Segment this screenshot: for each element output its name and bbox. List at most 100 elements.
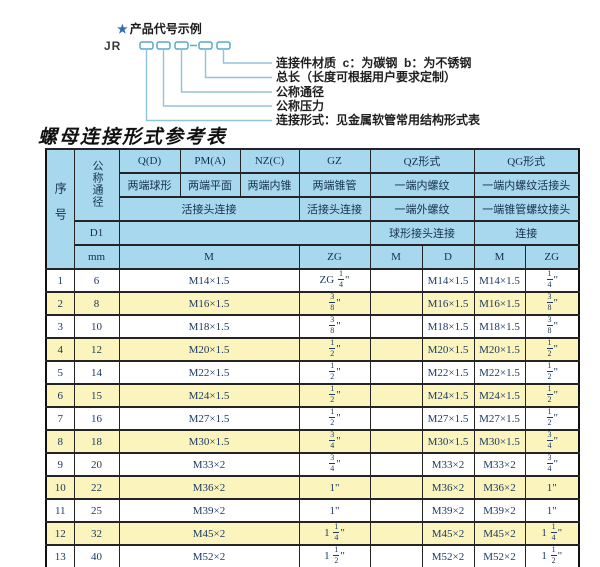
cell-m: M52×2 (118, 544, 300, 567)
header-sub-qz-m: M (369, 244, 423, 270)
cell-dn-mm: 15 (73, 383, 120, 408)
cell-m: M20×1.5 (118, 337, 300, 362)
leader-lines (145, 49, 272, 122)
cell-dn-mm: 10 (73, 314, 120, 339)
cell-qg-m: M18×1.5 (473, 314, 526, 339)
cell-dn-mm: 6 (73, 268, 120, 293)
cell-m: M24×1.5 (118, 383, 300, 408)
table-title: 螺母连接形式参考表 (38, 126, 228, 148)
cell-seq: 10 (45, 475, 75, 500)
header-row-2: 两端球形 两端平面 两端内锥 两端锥管 一端内螺纹 一端内螺纹活接头 (46, 172, 580, 198)
table-row: 2 8 M16×1.5 3 8 " M16×1.5 M16×1.5 3 8 " (45, 291, 580, 316)
cell-qg-zg: 1 2 " (524, 337, 580, 362)
cell-seq: 4 (45, 337, 75, 362)
cell-qz-m (369, 475, 423, 500)
cell-qz-m (369, 268, 423, 293)
cell-qz-d: M20×1.5 (421, 337, 475, 362)
cell-qz-m (369, 383, 423, 408)
cell-m: M30×1.5 (118, 429, 300, 454)
nut-connection-table: 序号 公称通径 Q(D) PM(A) NZ(C) GZ QZ形式 QG形式 两端… (45, 148, 580, 567)
header-row-1: 序号 公称通径 Q(D) PM(A) NZ(C) GZ QZ形式 QG形式 (45, 148, 580, 270)
table-row: 6 15 M24×1.5 1 2 " M24×1.5 M24×1.5 1 2 " (45, 383, 580, 408)
cell-zg: 1" (298, 498, 371, 523)
diagram-title: ★ 产品代号示例 (117, 20, 202, 37)
cell-qg-zg: 1 2 " (524, 360, 580, 385)
header-seq: 序号 (45, 148, 75, 270)
cell-m: M27×1.5 (118, 406, 300, 431)
cell-m: M39×2 (118, 498, 300, 523)
table-row: 9 20 M33×2 3 4 " M33×2 M33×2 3 4 " (45, 452, 580, 477)
table-row: 11 25 M39×2 1" M39×2 M39×2 1" (45, 498, 580, 523)
cell-seq: 1 (45, 268, 75, 293)
header-conn-qpn: 活接头连接 (118, 196, 300, 222)
cell-seq: 8 (45, 429, 75, 454)
cell-dn-mm: 22 (73, 475, 120, 500)
label-nominal-diameter: 公称通径 (276, 84, 325, 99)
cell-m: M22×1.5 (118, 360, 300, 385)
cell-qz-d: M24×1.5 (421, 383, 475, 408)
cell-qz-m (369, 360, 423, 385)
cell-qz-m (369, 429, 423, 454)
header-sub-m: M (118, 244, 300, 270)
cell-qz-m (369, 452, 423, 477)
cell-qg-zg: 3 4 " (524, 452, 580, 477)
header-dn: 公称通径 (73, 148, 120, 222)
cell-qz-d: M45×2 (421, 521, 475, 546)
cell-qz-d: M14×1.5 (421, 268, 475, 293)
cell-zg: 1 2 " (298, 360, 371, 385)
header-sub-qg-zg: ZG (524, 244, 580, 270)
cell-seq: 3 (45, 314, 75, 339)
cell-qz-m (369, 498, 423, 523)
code-box (139, 41, 154, 50)
cell-qg-m: M39×2 (473, 498, 526, 523)
cell-qg-m: M27×1.5 (473, 406, 526, 431)
header-sub-qg-m: M (473, 244, 526, 270)
diagram-title-text: 产品代号示例 (129, 22, 202, 36)
cell-dn-mm: 16 (73, 406, 120, 431)
code-box (174, 41, 189, 50)
cell-zg: 3 8 " (298, 291, 371, 316)
cell-qz-d: M39×2 (421, 498, 475, 523)
cell-qg-zg: 1 2 " (524, 406, 580, 431)
cell-zg: 1 2 " (298, 337, 371, 362)
header-qz-row3: 一端外螺纹 (369, 196, 475, 222)
header-type-code: NZ(C) (239, 148, 300, 174)
cell-qg-m: M36×2 (473, 475, 526, 500)
table-row: 1 6 M14×1.5 ZG 1 4 " M14×1.5 M14×1.5 1 4 " (45, 268, 580, 293)
header-type-ends: 一端内螺纹活接头 (473, 172, 580, 198)
cell-qg-m: M22×1.5 (473, 360, 526, 385)
code-box (198, 41, 213, 50)
cell-qz-d: M36×2 (421, 475, 475, 500)
header-type-code: QZ形式 (369, 148, 475, 174)
cell-qz-m (369, 337, 423, 362)
cell-dn-mm: 25 (73, 498, 120, 523)
cell-dn-mm: 20 (73, 452, 120, 477)
cell-qg-m: M52×2 (473, 544, 526, 567)
cell-m: M18×1.5 (118, 314, 300, 339)
cell-qz-d: M33×2 (421, 452, 475, 477)
table-row: 13 40 M52×2 1 1 2 " M52×2 M52×2 1 1 2 " (45, 544, 580, 567)
table-header: 序号 公称通径 Q(D) PM(A) NZ(C) GZ QZ形式 QG形式 两端… (45, 148, 580, 270)
cell-dn-mm: 12 (73, 337, 120, 362)
table-row: 10 22 M36×2 1" M36×2 M36×2 1" (45, 475, 580, 500)
cell-m: M33×2 (118, 452, 300, 477)
cell-zg: 1" (298, 475, 371, 500)
cell-qz-m (369, 406, 423, 431)
header-type-ends: 两端平面 (179, 172, 241, 198)
cell-seq: 9 (45, 452, 75, 477)
cell-m: M16×1.5 (118, 291, 300, 316)
label-connection-form: 连接形式：见金属软管常用结构形式表 (276, 113, 481, 127)
cell-dn-mm: 32 (73, 521, 120, 546)
cell-seq: 5 (45, 360, 75, 385)
cell-qg-m: M16×1.5 (473, 291, 526, 316)
header-type-code: PM(A) (179, 148, 241, 174)
cell-qz-d: M18×1.5 (421, 314, 475, 339)
code-box-group (139, 41, 231, 50)
header-qg-row3: 一端锥管螺纹接头 (473, 196, 580, 222)
cell-qz-m (369, 544, 423, 567)
cell-qg-m: M45×2 (473, 521, 526, 546)
cell-qg-zg: 1 1 2 " (524, 544, 580, 567)
table-row: 8 18 M30×1.5 3 4 " M30×1.5 M30×1.5 3 4 " (45, 429, 580, 454)
cell-m: M14×1.5 (118, 268, 300, 293)
